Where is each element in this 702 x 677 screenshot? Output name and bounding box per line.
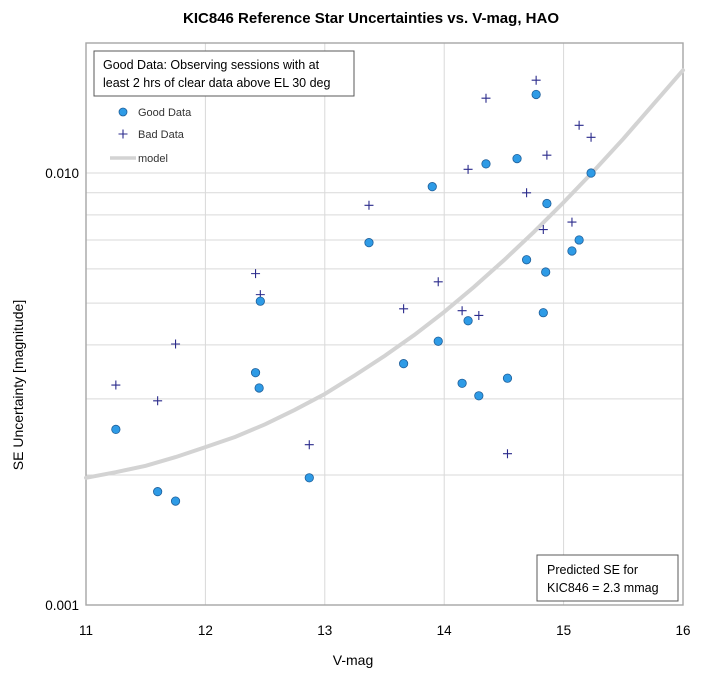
good-data-point — [586, 168, 596, 178]
good-data-point — [254, 383, 264, 393]
good-data-point — [567, 246, 577, 256]
good-data-note-line-1: Good Data: Observing sessions with at — [103, 58, 320, 72]
good-data-point — [542, 198, 552, 209]
model-series — [84, 68, 685, 480]
bad-data-point — [399, 304, 409, 314]
legend: Good Data Bad Data model — [110, 107, 192, 165]
bad-data-point — [433, 277, 443, 287]
good-data-point — [502, 373, 513, 383]
good-data-series — [111, 89, 596, 506]
legend-good-marker — [118, 107, 128, 117]
bad-data-point — [522, 188, 532, 198]
bad-data-point — [171, 339, 181, 349]
good-data-point — [574, 235, 584, 245]
bad-data-point — [542, 150, 552, 160]
good-data-point — [521, 255, 532, 265]
bad-data-point — [474, 310, 484, 320]
good-data-point — [463, 316, 473, 326]
x-tick-label: 13 — [317, 623, 332, 638]
predicted-se-note: Predicted SE for KIC846 = 2.3 mmag — [536, 554, 679, 602]
bad-data-point — [574, 120, 584, 130]
good-data-point — [481, 159, 491, 169]
bad-data-point — [538, 225, 548, 235]
y-tick-labels: 0.001 0.010 — [45, 166, 79, 613]
y-axis-label: SE Uncertainty [magnitude] — [10, 300, 26, 470]
bad-data-point — [111, 380, 121, 390]
good-data-note: Good Data: Observing sessions with at le… — [93, 50, 355, 97]
bad-data-point — [463, 164, 473, 174]
x-axis-label: V-mag — [333, 652, 373, 668]
x-tick-labels: 11 12 13 14 15 16 — [79, 623, 691, 638]
plot-area-frame — [85, 42, 684, 606]
x-tick-label: 12 — [198, 623, 213, 638]
good-data-point — [512, 153, 522, 164]
good-data-point — [399, 359, 409, 369]
bad-data-point — [567, 217, 577, 227]
good-data-point — [427, 182, 437, 192]
bad-data-point — [481, 93, 491, 103]
predicted-se-note-line-1: Predicted SE for — [547, 563, 638, 577]
good-data-note-line-2: least 2 hrs of clear data above EL 30 de… — [103, 76, 331, 90]
legend-good-label: Good Data — [138, 107, 192, 119]
bad-data-series — [111, 75, 596, 459]
model-curve — [84, 68, 685, 480]
good-data-note-box — [93, 50, 355, 97]
good-data-point — [364, 238, 374, 248]
legend-bad-label: Bad Data — [138, 129, 185, 141]
bad-data-point — [586, 132, 596, 142]
good-data-point — [433, 336, 443, 346]
bad-data-point — [251, 269, 261, 279]
x-tick-label: 11 — [79, 623, 93, 638]
legend-bad-marker — [118, 129, 128, 139]
bad-data-point — [531, 75, 541, 85]
good-data-point — [541, 267, 551, 277]
grid — [86, 43, 683, 605]
predicted-se-note-box — [536, 554, 679, 602]
bad-data-point — [364, 200, 374, 210]
good-data-point — [170, 496, 181, 506]
bad-data-point — [153, 396, 163, 406]
y-tick-label: 0.010 — [45, 166, 79, 181]
good-data-point — [304, 473, 314, 483]
good-data-point — [538, 308, 548, 318]
good-data-point — [255, 296, 265, 306]
good-data-point — [474, 391, 484, 401]
x-tick-label: 16 — [675, 623, 690, 638]
good-data-point — [111, 424, 121, 434]
x-tick-label: 15 — [556, 623, 571, 638]
predicted-se-note-line-2: KIC846 = 2.3 mmag — [547, 581, 659, 595]
bad-data-point — [502, 449, 512, 459]
x-tick-label: 14 — [437, 623, 453, 638]
bad-data-point — [457, 306, 467, 316]
good-data-point — [457, 378, 467, 388]
legend-model-label: model — [138, 153, 168, 165]
good-data-point — [250, 368, 261, 378]
y-tick-label: 0.001 — [45, 598, 79, 613]
good-data-point — [531, 89, 541, 100]
good-data-point — [153, 487, 163, 497]
bad-data-point — [304, 440, 314, 450]
chart-title: KIC846 Reference Star Uncertainties vs. … — [183, 10, 559, 27]
